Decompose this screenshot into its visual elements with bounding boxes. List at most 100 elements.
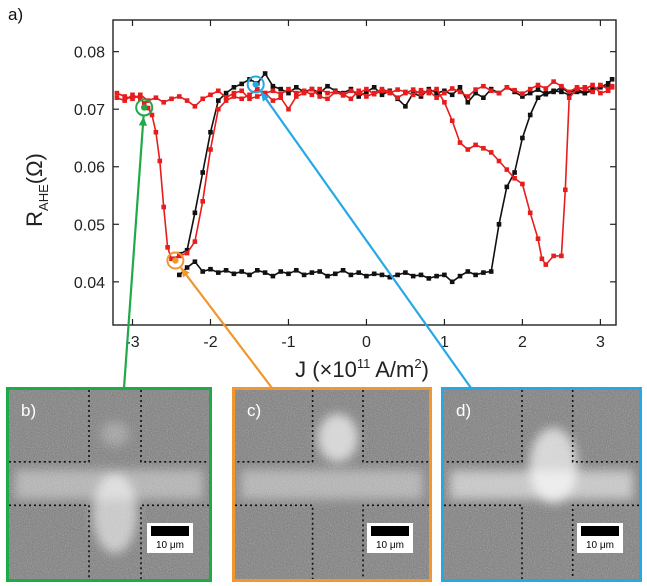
scale-bar-label: 10 μm [156,540,184,551]
x-tick-label: 1 [440,334,449,351]
inset-border [441,387,642,582]
data-point [403,90,408,96]
data-point [356,88,361,94]
data-point [598,82,603,88]
data-point [403,270,408,275]
data-point [449,92,455,98]
data-point [488,88,494,94]
x-axis-label-exponent: 11 [357,356,371,371]
data-point [239,88,244,94]
data-point [371,271,377,277]
data-point [208,147,213,152]
data-point [395,95,400,100]
data-point [169,256,174,262]
data-point [410,87,416,92]
x-tick-label: 3 [596,334,605,351]
data-point [356,90,361,96]
data-point [340,91,346,97]
data-point [114,90,120,96]
data-point [520,181,525,187]
data-point [563,187,568,193]
data-point [223,90,229,96]
scale-bar-label: 10 μm [586,540,614,551]
magnetic-domain-glow [241,413,423,500]
data-point [130,92,135,98]
data-point [223,268,229,273]
data-point [239,269,244,274]
data-point [231,85,237,90]
data-point [192,259,198,264]
data-point [371,85,377,90]
data-point [340,268,346,273]
data-point [165,245,170,250]
data-point [543,91,549,97]
data-point [141,101,147,106]
data-point [543,262,549,267]
data-point [442,90,447,96]
data-point [559,83,564,89]
data-point [582,86,588,92]
data-point [262,270,268,275]
data-point [465,100,471,105]
data-point [496,158,502,164]
data-point [278,86,283,92]
data-point [294,85,299,90]
data-point [582,90,588,96]
data-point [270,88,276,94]
data-point [364,86,369,92]
data-point [356,270,361,275]
data-point [255,86,260,92]
domain-blob [93,473,137,554]
data-point [410,92,416,98]
data-point [317,94,322,99]
plot-frame [112,19,617,326]
data-point [590,82,595,88]
data-point [527,90,533,96]
device-outline [9,390,90,463]
data-point [114,95,120,100]
data-point [504,167,510,172]
data-point [286,90,291,96]
plot-area: -3 -2 -1 0 1 2 3 0.04 0.05 0.06 0.07 0.08 [74,19,617,351]
data-point [348,272,354,278]
data-point [535,82,541,88]
device-outline [235,390,314,463]
data-point [364,273,369,279]
inset-border [232,387,432,582]
data-point [216,98,221,103]
data-point [566,95,572,100]
arrowhead [180,267,190,278]
data-point [216,270,221,275]
data-point [566,89,572,95]
series-red [114,79,615,267]
data-point [598,90,603,96]
inset-b: 10 μm b) [6,387,212,582]
device-outline [362,390,429,463]
data-point [216,88,221,94]
data-point [270,83,276,89]
data-point [200,170,205,175]
data-point [231,271,237,277]
data-point [278,91,283,97]
data-point [434,90,439,96]
inset-panels: 10 μm b) 10 μm c) 10 μm d) [6,387,642,582]
data-point [262,90,268,96]
data-point [247,96,252,102]
data-point [527,112,533,118]
scale-bar [371,526,409,536]
inset-label: b) [21,401,36,420]
data-point [255,268,260,273]
data-point [208,92,213,98]
data-point [418,272,424,278]
data-point [161,100,166,105]
data-point [294,268,299,273]
y-axis-label-unit: (Ω) [22,153,47,184]
highlight-circle [166,251,185,270]
data-point [184,250,190,256]
data-point [239,81,244,87]
data-point [309,92,315,98]
magnetic-domain-glow [15,421,203,554]
x-tick-label: 0 [362,334,371,351]
inset-border [6,387,212,582]
